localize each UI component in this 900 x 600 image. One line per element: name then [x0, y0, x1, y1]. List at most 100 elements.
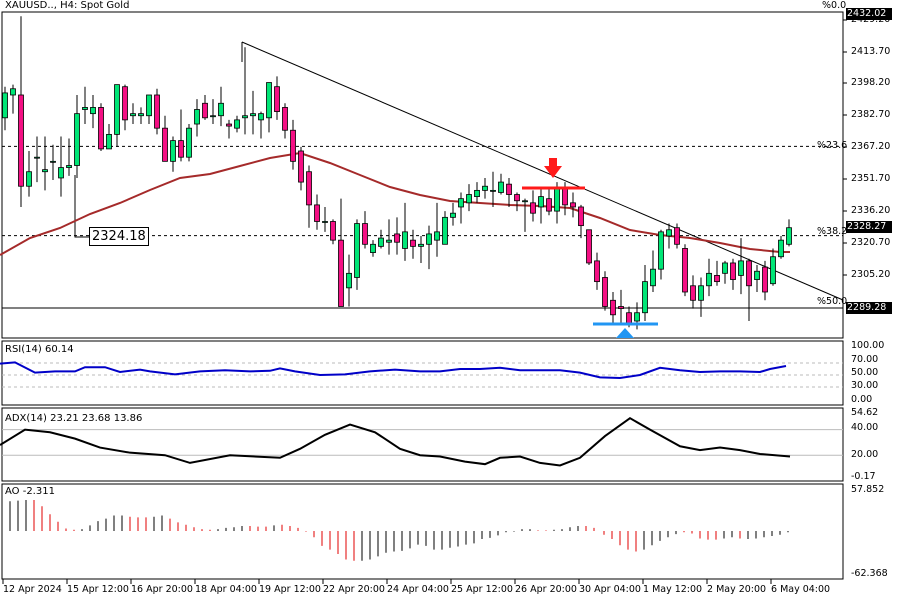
- candle[interactable]: [410, 229, 416, 259]
- candle[interactable]: [682, 244, 688, 297]
- candle[interactable]: [186, 124, 192, 162]
- candle[interactable]: [178, 109, 184, 162]
- candle[interactable]: [74, 94, 80, 178]
- candle[interactable]: [578, 204, 584, 239]
- candle[interactable]: [58, 136, 64, 197]
- candle[interactable]: [370, 240, 376, 257]
- candle[interactable]: [18, 16, 24, 207]
- ao-panel[interactable]: [9, 500, 789, 561]
- candle[interactable]: [402, 202, 408, 261]
- candle[interactable]: [530, 190, 536, 222]
- candle[interactable]: [426, 225, 432, 270]
- price-callout[interactable]: 2324.18: [89, 227, 149, 246]
- candle[interactable]: [242, 47, 248, 135]
- candle[interactable]: [330, 219, 336, 245]
- candle[interactable]: [146, 94, 152, 125]
- candle[interactable]: [546, 188, 552, 216]
- candle[interactable]: [362, 211, 368, 249]
- candle[interactable]: [314, 194, 320, 230]
- trendline[interactable]: [241, 41, 844, 301]
- rsi-panel[interactable]: [0, 361, 843, 388]
- candle[interactable]: [210, 99, 216, 125]
- candle[interactable]: [746, 258, 752, 322]
- candle[interactable]: [114, 84, 120, 147]
- candle[interactable]: [266, 82, 272, 133]
- candle[interactable]: [506, 177, 512, 207]
- candle[interactable]: [386, 219, 392, 255]
- candle[interactable]: [786, 219, 792, 247]
- candle[interactable]: [730, 258, 736, 290]
- candle[interactable]: [594, 252, 600, 290]
- candle[interactable]: [418, 236, 424, 263]
- candle[interactable]: [570, 192, 576, 218]
- candle[interactable]: [586, 229, 592, 266]
- candle[interactable]: [690, 275, 696, 309]
- candle[interactable]: [26, 150, 32, 197]
- candle[interactable]: [298, 146, 304, 191]
- candle[interactable]: [338, 198, 344, 307]
- candle[interactable]: [658, 229, 664, 280]
- candle[interactable]: [322, 206, 328, 232]
- candle[interactable]: [522, 198, 528, 232]
- candle[interactable]: [482, 177, 488, 199]
- candle[interactable]: [162, 115, 168, 162]
- candle[interactable]: [434, 202, 440, 257]
- candle[interactable]: [138, 107, 144, 125]
- candle[interactable]: [394, 217, 400, 255]
- candle[interactable]: [762, 260, 768, 301]
- candle[interactable]: [706, 258, 712, 297]
- candle[interactable]: [474, 182, 480, 203]
- candle[interactable]: [442, 211, 448, 245]
- candle[interactable]: [282, 103, 288, 139]
- candle[interactable]: [50, 144, 56, 181]
- candle[interactable]: [218, 86, 224, 127]
- candle[interactable]: [194, 99, 200, 137]
- candle[interactable]: [674, 223, 680, 249]
- candle[interactable]: [66, 138, 72, 176]
- candle[interactable]: [354, 219, 360, 290]
- candle[interactable]: [106, 124, 112, 150]
- candle[interactable]: [458, 192, 464, 224]
- candle[interactable]: [122, 84, 128, 131]
- candle[interactable]: [34, 136, 40, 183]
- candle[interactable]: [154, 88, 160, 135]
- candle[interactable]: [258, 111, 264, 139]
- candle[interactable]: [226, 119, 232, 139]
- candle[interactable]: [202, 94, 208, 120]
- candle[interactable]: [234, 115, 240, 133]
- candle[interactable]: [42, 136, 48, 191]
- candle[interactable]: [466, 184, 472, 212]
- adx-panel[interactable]: [0, 416, 843, 467]
- candle[interactable]: [738, 238, 744, 295]
- candle[interactable]: [90, 94, 96, 129]
- candle[interactable]: [714, 260, 720, 286]
- candle[interactable]: [10, 84, 16, 114]
- candle[interactable]: [130, 103, 136, 125]
- candle[interactable]: [618, 289, 624, 326]
- candle[interactable]: [346, 254, 352, 307]
- candle[interactable]: [450, 202, 456, 226]
- candle[interactable]: [490, 171, 496, 207]
- main-price-panel[interactable]: [0, 16, 844, 338]
- candle[interactable]: [778, 236, 784, 259]
- candle[interactable]: [498, 173, 504, 195]
- candle[interactable]: [82, 86, 88, 125]
- candle[interactable]: [378, 229, 384, 249]
- candle[interactable]: [290, 119, 296, 170]
- candle[interactable]: [650, 250, 656, 292]
- candle[interactable]: [722, 260, 728, 284]
- candle[interactable]: [642, 265, 648, 322]
- candle[interactable]: [538, 188, 544, 224]
- candle[interactable]: [698, 277, 704, 317]
- candle[interactable]: [770, 248, 776, 286]
- candle[interactable]: [170, 136, 176, 172]
- candle[interactable]: [306, 165, 312, 228]
- candle[interactable]: [274, 76, 280, 120]
- candle[interactable]: [610, 291, 616, 324]
- candle[interactable]: [754, 265, 760, 292]
- candle[interactable]: [250, 90, 256, 135]
- candle[interactable]: [2, 86, 8, 131]
- candle[interactable]: [602, 271, 608, 311]
- candle[interactable]: [514, 192, 520, 212]
